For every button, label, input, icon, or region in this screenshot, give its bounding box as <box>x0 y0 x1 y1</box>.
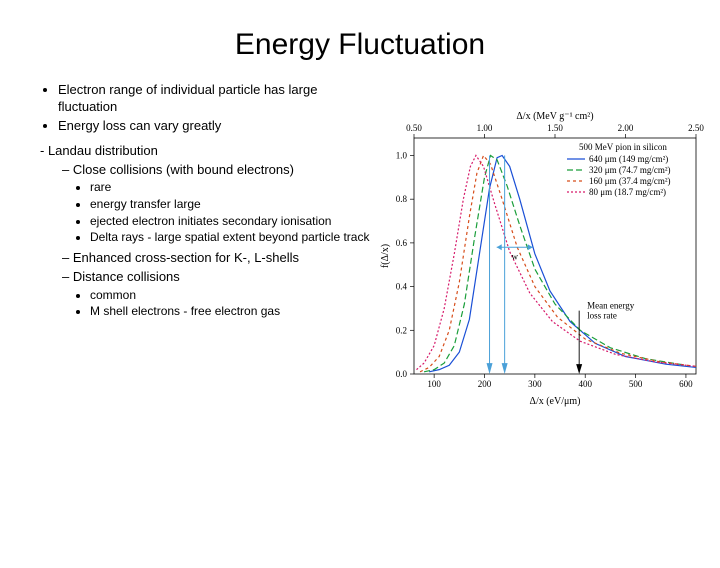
svg-text:400: 400 <box>578 379 592 389</box>
svg-text:2.00: 2.00 <box>618 123 634 133</box>
close-collisions-label: Close collisions (with bound electrons) <box>73 162 294 177</box>
svg-text:Δ/x (MeV g⁻¹ cm²): Δ/x (MeV g⁻¹ cm²) <box>516 111 593 122</box>
text-column: Electron range of individual particle ha… <box>40 82 370 324</box>
svg-text:0.2: 0.2 <box>396 325 407 335</box>
distance-sublist: common M shell electrons - free electron… <box>62 288 370 320</box>
svg-text:500: 500 <box>629 379 643 389</box>
close-collisions-item: Close collisions (with bound electrons) … <box>62 162 370 246</box>
svg-text:320 μm (74.7 mg/cm²): 320 μm (74.7 mg/cm²) <box>589 165 671 175</box>
distance-sub-mshell: M shell electrons - free electron gas <box>90 304 370 320</box>
svg-text:1.50: 1.50 <box>547 123 563 133</box>
close-sub-rare: rare <box>90 180 370 196</box>
landau-chart: 100 200 300 400 500 600 Δ/x (eV/μm) 0.50 1.00 1.5… <box>376 108 706 408</box>
page-title: Energy Fluctuation <box>0 28 720 62</box>
distance-item: Distance collisions common M shell elect… <box>62 269 370 320</box>
svg-text:160 μm (37.4 mg/cm²): 160 μm (37.4 mg/cm²) <box>589 176 671 186</box>
svg-text:1.0: 1.0 <box>396 150 408 160</box>
svg-text:200: 200 <box>478 379 492 389</box>
bullet-electron-range: Electron range of individual particle ha… <box>58 82 370 116</box>
landau-sublist: Close collisions (with bound electrons) … <box>40 162 370 320</box>
svg-text:100: 100 <box>427 379 441 389</box>
distance-sub-common: common <box>90 288 370 304</box>
svg-text:f(Δ/x): f(Δ/x) <box>380 244 391 268</box>
top-bullets: Electron range of individual particle ha… <box>40 82 370 135</box>
svg-text:1.00: 1.00 <box>477 123 493 133</box>
content-row: Electron range of individual particle ha… <box>0 82 720 408</box>
distance-label: Distance collisions <box>73 269 180 284</box>
close-sub-transfer: energy transfer large <box>90 197 370 213</box>
svg-text:0.4: 0.4 <box>396 282 408 292</box>
svg-text:600: 600 <box>679 379 693 389</box>
bullet-energy-loss: Energy loss can vary greatly <box>58 118 370 135</box>
close-collisions-sublist: rare energy transfer large ejected elect… <box>62 180 370 245</box>
svg-text:80 μm (18.7 mg/cm²): 80 μm (18.7 mg/cm²) <box>589 187 666 197</box>
close-sub-ejected: ejected electron initiates secondary ion… <box>90 214 370 230</box>
svg-text:500 MeV pion in silicon: 500 MeV pion in silicon <box>579 142 667 152</box>
svg-text:Mean energy: Mean energy <box>587 300 635 310</box>
svg-text:loss rate: loss rate <box>587 310 617 320</box>
svg-text:0.0: 0.0 <box>396 369 408 379</box>
landau-heading: - Landau distribution <box>40 143 370 160</box>
svg-text:0.50: 0.50 <box>406 123 422 133</box>
svg-text:0.8: 0.8 <box>396 194 408 204</box>
svg-text:300: 300 <box>528 379 542 389</box>
svg-text:2.50: 2.50 <box>688 123 704 133</box>
chart-svg: 100 200 300 400 500 600 Δ/x (eV/μm) 0.50 1.00 1.5… <box>376 108 706 408</box>
svg-text:640 μm (149 mg/cm²): 640 μm (149 mg/cm²) <box>589 154 668 164</box>
svg-text:Δ/x (eV/μm): Δ/x (eV/μm) <box>530 396 581 407</box>
svg-text:w: w <box>511 251 518 261</box>
enhanced-item: Enhanced cross-section for K-, L-shells <box>62 250 370 267</box>
svg-text:0.6: 0.6 <box>396 238 408 248</box>
close-sub-delta: Delta rays - large spatial extent beyond… <box>90 230 370 246</box>
